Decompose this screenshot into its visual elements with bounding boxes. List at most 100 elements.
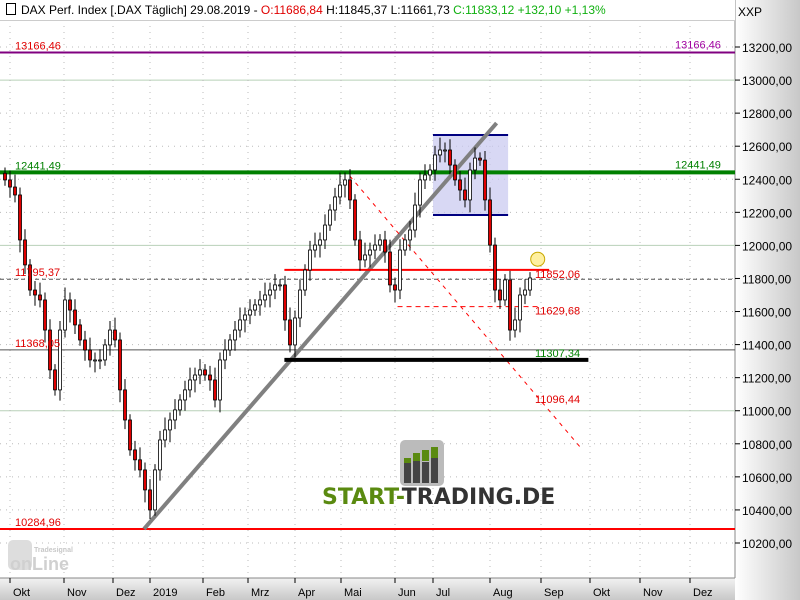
- candle-body: [123, 389, 127, 421]
- candle-body: [513, 319, 517, 331]
- candle-body: [363, 254, 367, 261]
- y-tick-label: 13000,00: [742, 74, 792, 88]
- axis-unit: XXP: [738, 5, 762, 19]
- candle-body: [83, 339, 87, 351]
- y-tick-label: 10600,00: [742, 471, 792, 485]
- candle-body: [333, 196, 337, 211]
- header-low: L:11661,73: [390, 3, 450, 17]
- candle-body: [398, 249, 402, 291]
- candle-body: [198, 369, 202, 376]
- candle-body: [343, 179, 347, 186]
- candle-body: [163, 429, 167, 441]
- candle-body: [468, 169, 472, 201]
- start-trading-logo: START-TRADING.DE: [322, 440, 555, 510]
- candle-body: [13, 186, 17, 196]
- header-close: C:11833,12 +132,10 +1,13%: [453, 3, 606, 17]
- candle-body: [488, 199, 492, 246]
- candle-body: [108, 329, 112, 346]
- x-tick-label: Okt: [13, 587, 30, 599]
- candle-body: [373, 244, 377, 251]
- candle-body: [438, 149, 442, 156]
- level-label-right: 12441,49: [675, 159, 721, 171]
- candle-body: [93, 359, 97, 362]
- x-axis-panel: [0, 578, 735, 600]
- header-high: H:11845,37: [326, 3, 388, 17]
- candle-body: [298, 289, 302, 319]
- candle-body: [428, 169, 432, 176]
- candle-body: [213, 379, 217, 401]
- candle-body: [348, 179, 352, 201]
- candle-body: [378, 239, 382, 246]
- x-tick-label: Apr: [298, 587, 315, 599]
- candle-body: [273, 284, 277, 291]
- candle-body: [188, 379, 192, 391]
- y-tick-label: 12600,00: [742, 140, 792, 154]
- y-tick-label: 10800,00: [742, 438, 792, 452]
- highlight-marker: [530, 251, 546, 267]
- y-tick-label: 11600,00: [742, 306, 791, 320]
- y-tick-label: 10400,00: [742, 504, 792, 518]
- candle-body: [118, 339, 122, 391]
- candle-body: [203, 369, 207, 376]
- candle-body: [413, 204, 417, 231]
- candle-body: [98, 359, 102, 362]
- level-label-left: 12441,49: [15, 160, 61, 172]
- candle-body: [153, 469, 157, 511]
- y-tick-label: 11800,00: [742, 272, 791, 286]
- x-tick-label: Mai: [344, 587, 362, 599]
- candle-body: [423, 174, 427, 181]
- candle-body: [483, 159, 487, 201]
- candle-body: [68, 299, 72, 311]
- candle-body: [443, 149, 447, 152]
- candle-body: [133, 449, 137, 461]
- x-tick-label: Jul: [436, 587, 450, 599]
- y-tick-label: 12000,00: [742, 239, 792, 253]
- candle-body: [293, 317, 297, 346]
- x-tick-label: Mrz: [251, 587, 269, 599]
- svg-text:Tradesignal: Tradesignal: [34, 547, 73, 554]
- chart-header: DAX Perf. Index [.DAX Täglich] 29.08.201…: [0, 0, 735, 21]
- y-tick-label: 13200,00: [742, 41, 792, 55]
- segment-label: 11307,34: [535, 348, 580, 360]
- candle-body: [393, 284, 397, 291]
- x-tick-label: 2019: [153, 587, 177, 599]
- candle-body: [268, 289, 272, 296]
- candle-body: [518, 294, 522, 321]
- candle-body: [358, 239, 362, 261]
- x-tick-label: Sep: [544, 587, 564, 599]
- candle-body: [33, 289, 37, 296]
- y-tick-label: 12800,00: [742, 107, 792, 121]
- candle-body: [303, 269, 307, 291]
- candle-body: [313, 244, 317, 251]
- candle-body: [368, 249, 372, 256]
- candle-body: [113, 329, 117, 341]
- level-label-right: 13166,46: [675, 40, 721, 52]
- candle-body: [18, 194, 22, 241]
- candle-body: [498, 289, 502, 301]
- level-label-left: 13166,46: [15, 41, 61, 53]
- candle-body: [138, 459, 142, 471]
- candle-body: [383, 239, 387, 253]
- y-tick-label: 10200,00: [742, 537, 792, 551]
- candle-body: [228, 339, 232, 351]
- candle-body: [403, 239, 407, 251]
- candle-body: [263, 294, 267, 301]
- y-axis-panel: [735, 0, 800, 600]
- candle-body: [243, 314, 247, 321]
- candle-body: [218, 359, 222, 401]
- candle-body: [58, 329, 62, 391]
- svg-text:onLine: onLine: [10, 554, 69, 574]
- x-tick-label: Dez: [693, 587, 713, 599]
- segment-label: 11852,06: [535, 269, 580, 281]
- candle-body: [208, 374, 212, 381]
- candle-body: [493, 244, 497, 291]
- candle-body: [28, 264, 32, 291]
- candle-body: [38, 294, 42, 301]
- candle-body: [508, 279, 512, 331]
- candle-body: [328, 209, 332, 226]
- candle-body: [448, 149, 452, 166]
- x-tick-label: Nov: [67, 587, 87, 599]
- candle-body: [523, 289, 527, 296]
- x-tick-label: Aug: [493, 587, 513, 599]
